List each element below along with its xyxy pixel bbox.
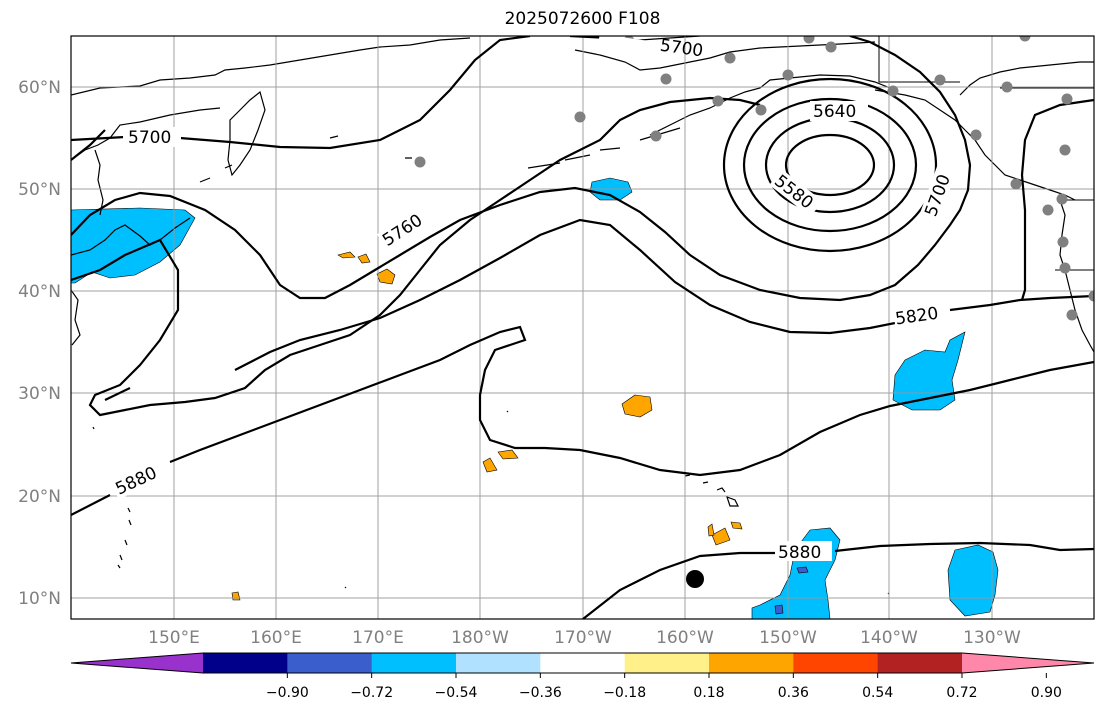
anomaly-navy-spot-2 — [774, 604, 784, 615]
coast-alaska-west — [574, 41, 876, 71]
colorbar-extend-low — [71, 653, 203, 673]
lon-label-150e: 150°E — [148, 628, 200, 648]
anomaly-orange-2 — [376, 268, 396, 285]
coast-hawaii — [684, 474, 739, 507]
lon-label-140w: 140°W — [860, 628, 918, 648]
height-contours — [71, 36, 1094, 619]
colorbar-segment — [624, 653, 710, 673]
lat-labels: 60°N 50°N 40°N 30°N 20°N 10°N — [18, 78, 61, 609]
anomaly-orange-6 — [482, 457, 498, 473]
colorbar-segment — [793, 653, 879, 673]
colorbar-segment — [456, 653, 541, 673]
colorbar-segment — [203, 653, 288, 673]
lon-label-150w: 150°W — [759, 628, 817, 648]
coast-kamchatka — [227, 90, 266, 177]
map-title: 2025072600 F108 — [504, 9, 661, 29]
colorbar-tick-label: −0.72 — [350, 685, 393, 701]
lon-label-160w: 160°W — [656, 628, 714, 648]
lat-label-10n: 10°N — [18, 589, 61, 609]
colorbar-segment — [540, 653, 626, 673]
lat-label-20n: 20°N — [18, 487, 61, 507]
coast-korea — [71, 289, 81, 346]
lon-label-170w: 170°W — [554, 628, 612, 648]
coastlines — [71, 36, 1094, 595]
lat-label-50n: 50°N — [18, 180, 61, 200]
colorbar-segment — [709, 653, 794, 673]
lon-label-160e: 160°E — [250, 628, 302, 648]
colorbar-tick-label: 0.54 — [862, 685, 893, 701]
colorbar-tick-label: 0.90 — [1031, 685, 1062, 701]
lat-label-30n: 30°N — [18, 384, 61, 404]
coast-marianas — [117, 507, 132, 569]
contour-5880-main — [71, 325, 1094, 516]
coast-okhotsk — [71, 107, 221, 161]
colorbar: −0.90 −0.72 −0.54 −0.36 −0.18 0.18 0.36 0.54 0.7… — [70, 652, 1095, 701]
anomaly-blue-south-2 — [947, 544, 999, 617]
colorbar-extend-high — [962, 653, 1094, 673]
coast-sakhalin — [94, 149, 104, 216]
colorbar-tick-label: −0.36 — [519, 685, 562, 701]
anomaly-orange-4 — [357, 253, 371, 264]
colorbar-tick-label: −0.18 — [603, 685, 646, 701]
coast-dot-2 — [506, 410, 509, 413]
map-frame — [70, 35, 1095, 620]
coast-dot-3 — [344, 586, 347, 589]
coast-alaska-peninsula — [649, 74, 891, 136]
coast-dot-1 — [92, 426, 95, 430]
coast-bc — [959, 61, 1094, 96]
anomaly-navy-spot-1 — [796, 566, 809, 574]
anomaly-blue-japan — [71, 207, 196, 284]
colorbar-tick-label: −0.54 — [435, 685, 478, 701]
contour-5760 — [71, 96, 761, 417]
lon-label-180w: 180°W — [451, 628, 509, 648]
colorbar-tick-label: 0.36 — [778, 685, 809, 701]
colorbar-tick-label: −0.90 — [266, 685, 309, 701]
contour-label-5880-south: 5880 — [778, 543, 821, 563]
colorbar-segment — [877, 653, 963, 673]
anomaly-orange-8 — [707, 523, 715, 537]
colorbar-segment — [287, 653, 373, 673]
anomaly-orange-9 — [730, 521, 743, 530]
contour-label-5640: 5640 — [813, 102, 856, 122]
anomaly-orange-1 — [621, 394, 653, 418]
contour-5700-na — [1020, 98, 1094, 301]
coast-na-west — [1059, 199, 1094, 353]
coast-kurils — [199, 127, 681, 183]
anomaly-orange-7 — [711, 527, 731, 546]
anomaly-blue-ne-pacific — [892, 331, 966, 411]
colorbar-tick-label: 0.18 — [693, 685, 724, 701]
anomaly-orange-5 — [497, 449, 519, 460]
lat-label-60n: 60°N — [18, 78, 61, 98]
coast-gulf-alaska — [874, 89, 1076, 201]
coast-japan — [71, 217, 191, 256]
contour-5820 — [104, 218, 1094, 401]
colorbar-outline — [70, 652, 1095, 674]
contour-label-5700-west: 5700 — [128, 128, 171, 148]
lon-label-170e: 170°E — [352, 628, 404, 648]
lon-label-130w: 130°W — [963, 628, 1021, 648]
lat-label-40n: 40°N — [18, 282, 61, 302]
station-dots — [414, 36, 1094, 321]
contour-5640 — [742, 97, 918, 233]
colorbar-segment — [371, 653, 457, 673]
colorbar-tick-label: 0.72 — [946, 685, 977, 701]
coast-asia-north — [71, 37, 471, 96]
contour-5640-outer — [722, 77, 938, 253]
contour-5700-west-loop — [71, 36, 972, 302]
anomaly-orange-3 — [337, 251, 356, 259]
contour-5880-south — [582, 541, 1094, 619]
storm-center-marker — [686, 570, 704, 588]
lon-labels: 150°E 160°E 170°E 180°W 170°W 160°W 150°… — [148, 628, 1021, 648]
